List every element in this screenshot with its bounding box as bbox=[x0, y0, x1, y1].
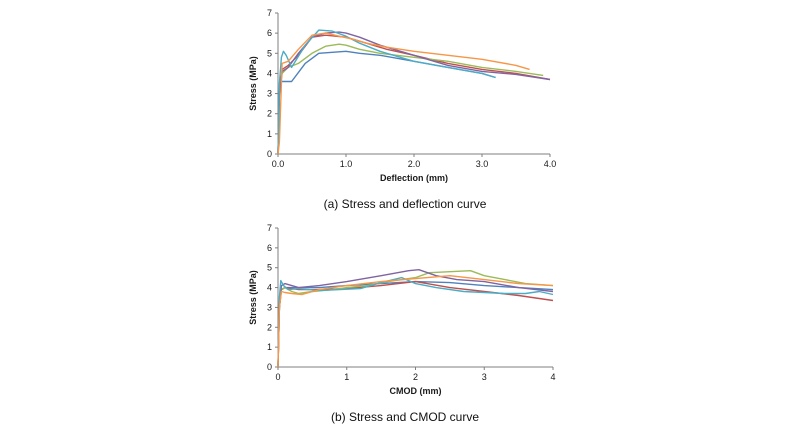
y-tick-label: 2 bbox=[267, 109, 272, 119]
y-tick-label: 4 bbox=[267, 283, 272, 293]
y-tick-label: 6 bbox=[267, 28, 272, 38]
series-line-5 bbox=[277, 276, 554, 368]
y-tick-label: 7 bbox=[267, 8, 272, 18]
caption-b: (b) Stress and CMOD curve bbox=[331, 410, 479, 424]
y-tick-label: 6 bbox=[267, 243, 272, 253]
x-tick-label: 2 bbox=[413, 372, 418, 382]
y-tick-label: 1 bbox=[267, 342, 272, 352]
y-tick-label: 0 bbox=[267, 362, 272, 372]
x-tick-label: 0.0 bbox=[272, 159, 285, 169]
y-tick-label: 0 bbox=[267, 149, 272, 159]
x-tick-label: 0 bbox=[275, 372, 280, 382]
y-axis-title: Stress (MPa) bbox=[248, 56, 258, 111]
chart-stress-cmod: 0 1 2 3 4 5 6 7 0 1 2 3 4 CMOD (mm) Stress (MPa) bbox=[248, 223, 556, 396]
x-tick-label: 4 bbox=[550, 372, 555, 382]
x-tick-label: 3.0 bbox=[476, 159, 489, 169]
series-line-3 bbox=[277, 43, 544, 155]
series-line-5 bbox=[277, 29, 496, 155]
series-line-6 bbox=[277, 275, 554, 368]
x-tick-label: 1 bbox=[344, 372, 349, 382]
series-line-4 bbox=[277, 31, 551, 155]
y-axis-title: Stress (MPa) bbox=[248, 270, 258, 325]
y-tick-label: 7 bbox=[267, 223, 272, 233]
series-line-6 bbox=[277, 32, 530, 155]
x-tick-label: 4.0 bbox=[544, 159, 557, 169]
y-tick-label: 3 bbox=[267, 89, 272, 99]
y-tick-label: 2 bbox=[267, 322, 272, 332]
y-tick-label: 5 bbox=[267, 48, 272, 58]
x-tick-label: 1.0 bbox=[340, 159, 353, 169]
series-line-2 bbox=[277, 280, 554, 368]
caption-a: (a) Stress and deflection curve bbox=[324, 197, 487, 211]
x-tick-label: 2.0 bbox=[408, 159, 421, 169]
x-axis-title: Deflection (mm) bbox=[380, 173, 448, 183]
chart-stress-deflection: 0 1 2 3 4 5 6 7 0.0 1.0 2.0 3.0 4.0 Deflection (mm) St… bbox=[248, 8, 556, 183]
x-tick-label: 3 bbox=[482, 372, 487, 382]
y-tick-label: 1 bbox=[267, 129, 272, 139]
y-tick-label: 5 bbox=[267, 263, 272, 273]
y-tick-label: 4 bbox=[267, 68, 272, 78]
y-tick-label: 3 bbox=[267, 302, 272, 312]
x-axis-title: CMOD (mm) bbox=[390, 386, 442, 396]
